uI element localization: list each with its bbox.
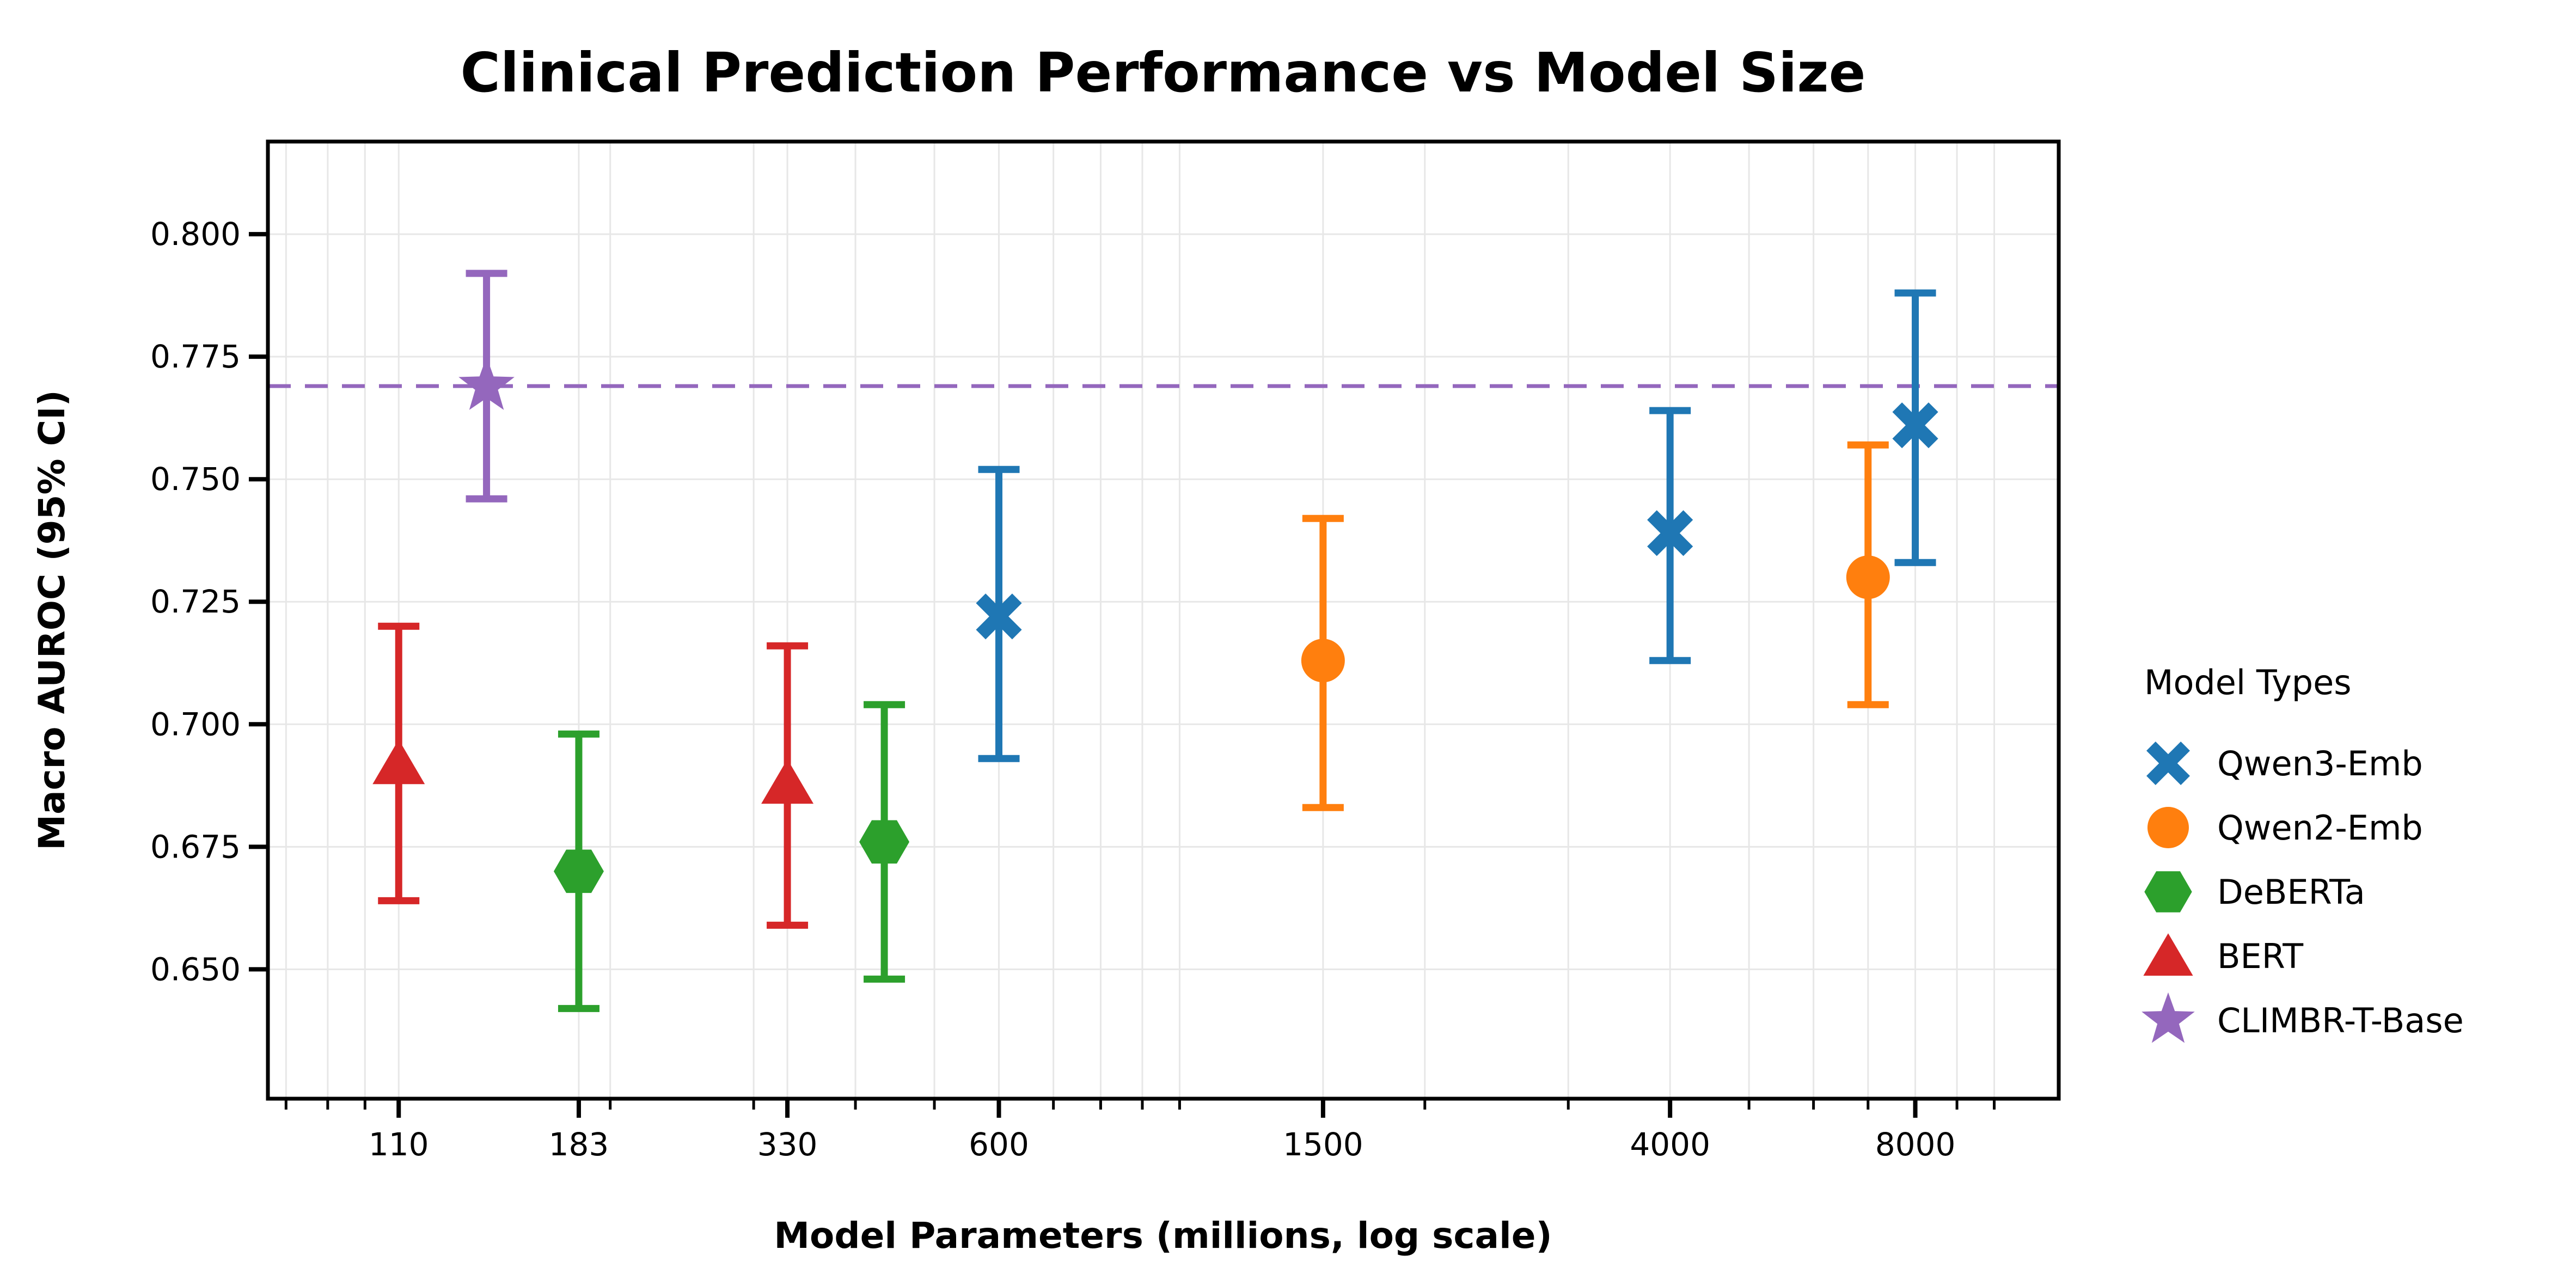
errorbar-point [761,642,814,929]
legend-item-label: BERT [2217,936,2304,976]
errorbar-point [553,730,604,1012]
hexagon-marker [859,820,910,864]
y-tick-label: 0.675 [150,828,241,865]
X-marker [976,593,1022,640]
plot-border [266,139,2061,1101]
X-marker [1892,402,1938,449]
chart-title: Clinical Prediction Performance vs Model… [461,41,1866,105]
legend-title: Model Types [2144,663,2352,702]
y-tick-label: 0.650 [150,951,241,988]
legend-item-label: Qwen3-Emb [2217,744,2423,783]
circle-marker [2147,807,2189,848]
grid-layer [268,142,2059,1099]
triangle-marker [372,739,425,785]
errorbar-point [1647,407,1693,664]
legend: Model Types Qwen3-Emb Qwen2-Emb DeBERTa BER… [2141,663,2464,1043]
X-marker [2146,742,2190,785]
triangle-marker [2143,933,2193,976]
errorbar-point [458,270,515,503]
x-tick-label: 183 [549,1126,609,1163]
star-marker [458,357,515,410]
y-tick-label: 0.700 [150,706,241,743]
errorbar-point [859,701,910,983]
star-marker [2141,992,2195,1043]
errorbar-point [1846,441,1890,708]
legend-entries: Qwen3-Emb Qwen2-Emb DeBERTa BERT CLIMBR-T-Ba… [2141,742,2464,1043]
circle-marker [1301,639,1345,683]
legend-item-climbr-t-base: CLIMBR-T-Base [2141,992,2464,1043]
errorbar-point [1301,514,1345,811]
series-bert [372,622,814,929]
y-tick-label: 0.725 [150,583,241,620]
hexagon-marker [2144,871,2192,912]
y-tick-label: 0.800 [150,216,241,253]
triangle-marker [761,759,814,804]
legend-item-deberta: DeBERTa [2144,871,2365,912]
y-tick-label: 0.750 [150,461,241,498]
x-axis-label: Model Parameters (millions, log scale) [774,1215,1552,1257]
x-tick-label: 600 [969,1126,1029,1163]
y-axis-label: Macro AUROC (95% CI) [31,390,73,850]
x-tick-label: 330 [757,1126,818,1163]
x-tick-label: 1500 [1283,1126,1363,1163]
y-tick-label: 0.775 [150,338,241,375]
legend-item-label: CLIMBR-T-Base [2217,1001,2464,1040]
legend-item-label: DeBERTa [2217,872,2365,912]
series-climbr-t-base [458,270,515,503]
series-deberta [553,701,910,1012]
series-layer [372,270,1938,1012]
hexagon-marker [553,849,604,893]
errorbar-point [372,622,425,904]
tick-labels: 110 183 330 600 1500 4000 8000 0.650 0.675 0.700 0… [150,216,1955,1163]
circle-marker [1846,555,1890,599]
tick-marks [249,232,1996,1118]
errorbar-point [976,465,1022,762]
legend-item-qwen2-emb: Qwen2-Emb [2147,807,2423,848]
series-qwen2-emb [1301,441,1890,811]
legend-item-bert: BERT [2143,933,2304,976]
series-qwen3-emb [976,289,1938,762]
x-tick-label: 4000 [1630,1126,1710,1163]
x-tick-label: 110 [369,1126,429,1163]
legend-item-label: Qwen2-Emb [2217,808,2423,848]
x-tick-label: 8000 [1875,1126,1956,1163]
errorbar-point [1892,289,1938,566]
X-marker [1647,510,1693,556]
legend-item-qwen3-emb: Qwen3-Emb [2146,742,2423,785]
